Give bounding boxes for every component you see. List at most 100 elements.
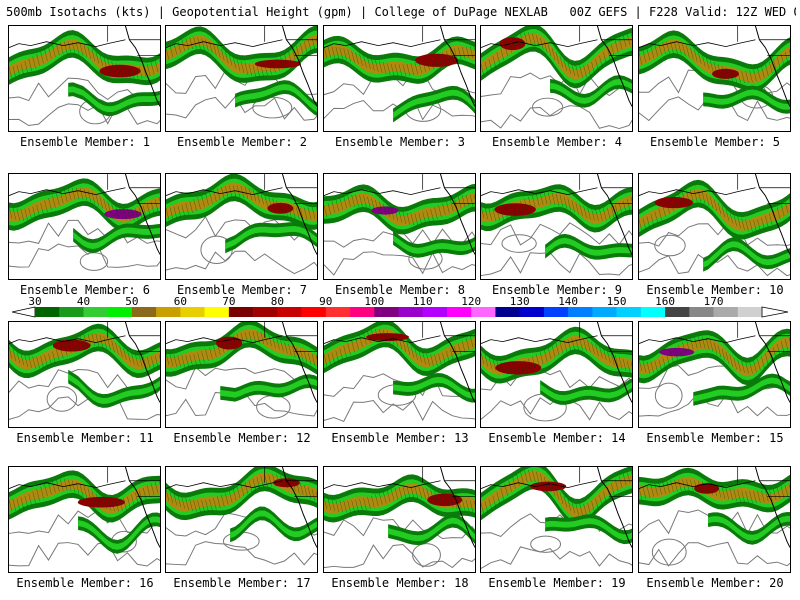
isotach-band <box>78 512 160 554</box>
height-contour <box>166 541 317 566</box>
isotach-band <box>393 89 475 119</box>
isotach-map <box>639 26 790 122</box>
political-border <box>264 467 317 497</box>
ensemble-member-map <box>638 466 791 573</box>
height-contour <box>9 541 160 567</box>
colorbar-swatch <box>374 307 399 317</box>
political-border <box>264 26 317 56</box>
colorbar-swatch <box>253 307 278 317</box>
colorbar-tick-label: 150 <box>606 295 627 308</box>
colorbar-tick-label: 70 <box>222 295 236 308</box>
coastline <box>124 467 160 548</box>
isotach-band <box>166 328 317 368</box>
coastline <box>481 335 598 344</box>
isotach-band <box>703 85 790 114</box>
isotach-band <box>639 337 790 377</box>
height-contour <box>324 399 475 423</box>
height-contour <box>639 541 790 567</box>
political-border <box>107 174 160 204</box>
colorbar-swatch <box>543 307 569 317</box>
political-border <box>107 322 160 352</box>
height-contour <box>412 543 441 567</box>
isotach-map <box>324 322 475 423</box>
isotach-band <box>68 86 160 113</box>
coastline <box>9 39 126 48</box>
isotach-map <box>9 26 160 127</box>
ensemble-member-map <box>165 321 318 428</box>
colorbar-swatch <box>204 307 230 317</box>
isotach-map <box>481 26 632 130</box>
colorbar-tick-label: 100 <box>364 295 385 308</box>
coastline <box>124 26 160 107</box>
political-border <box>737 26 790 56</box>
ensemble-member-label: Ensemble Member: 12 <box>173 431 311 445</box>
isotach-band <box>550 78 632 104</box>
wind-barbs <box>166 331 317 368</box>
colorbar-tick-label: 60 <box>173 295 188 308</box>
colorbar-swatch <box>592 307 617 317</box>
colorbar-tick-label: 170 <box>703 295 724 308</box>
coastline <box>439 322 475 403</box>
ensemble-member-map <box>8 321 161 428</box>
isotach-band <box>166 174 317 230</box>
ensemble-member-map <box>8 173 161 280</box>
wind-barbs <box>324 485 475 513</box>
isotach-band <box>703 89 790 110</box>
political-border <box>107 467 160 497</box>
colorbar-swatch <box>446 307 472 317</box>
isotach-band <box>230 510 317 539</box>
coastline <box>324 335 441 344</box>
jet-max <box>414 53 459 67</box>
colorbar-tick-label: 90 <box>319 295 333 308</box>
ensemble-member-map <box>165 466 318 573</box>
isotach-band <box>393 376 475 399</box>
ensemble-member-label: Ensemble Member: 14 <box>488 431 626 445</box>
colorbar-tick-label: 30 <box>28 295 42 308</box>
coastline <box>596 26 632 107</box>
isotach-band <box>708 511 790 545</box>
isotach-map <box>481 322 632 422</box>
isotach-map <box>166 26 317 121</box>
height-contour <box>530 535 562 553</box>
wind-barbs <box>481 32 632 78</box>
colorbar-scale <box>11 306 789 318</box>
coastline <box>481 39 598 48</box>
political-border <box>579 322 632 352</box>
isotach-band <box>481 193 632 224</box>
coastline <box>166 480 283 489</box>
wind-barbs <box>639 479 790 503</box>
height-contour <box>639 364 790 390</box>
coastline <box>281 467 317 548</box>
political-border <box>737 467 790 497</box>
height-contour <box>9 103 160 127</box>
isotach-band <box>545 237 632 256</box>
political-border <box>579 467 632 497</box>
isotach-band <box>540 382 632 401</box>
coastline <box>596 322 632 403</box>
height-contour <box>481 222 632 246</box>
ensemble-member-label: Ensemble Member: 9 <box>491 283 623 297</box>
colorbar-swatch <box>228 307 254 317</box>
wind-barbs <box>324 194 475 226</box>
political-border <box>264 322 317 352</box>
political-border <box>422 322 475 352</box>
isotach-band <box>324 192 475 226</box>
colorbar-arrow-right <box>761 306 789 318</box>
jet-max <box>52 339 91 352</box>
height-contour <box>639 222 790 247</box>
isotach-map <box>481 467 632 570</box>
isotach-map <box>481 174 632 277</box>
colorbar-swatch <box>180 307 205 317</box>
isotach-band <box>68 373 160 404</box>
isotach-band <box>235 84 317 113</box>
height-contour <box>324 517 475 540</box>
isotach-band <box>393 373 475 403</box>
coastline <box>754 322 790 403</box>
isotach-map <box>9 322 160 420</box>
isotach-band <box>324 328 475 368</box>
wind-barbs <box>9 479 160 512</box>
coastline <box>124 174 160 255</box>
coastline <box>281 174 317 255</box>
jet-max <box>427 493 463 507</box>
ensemble-member-map <box>480 25 633 132</box>
